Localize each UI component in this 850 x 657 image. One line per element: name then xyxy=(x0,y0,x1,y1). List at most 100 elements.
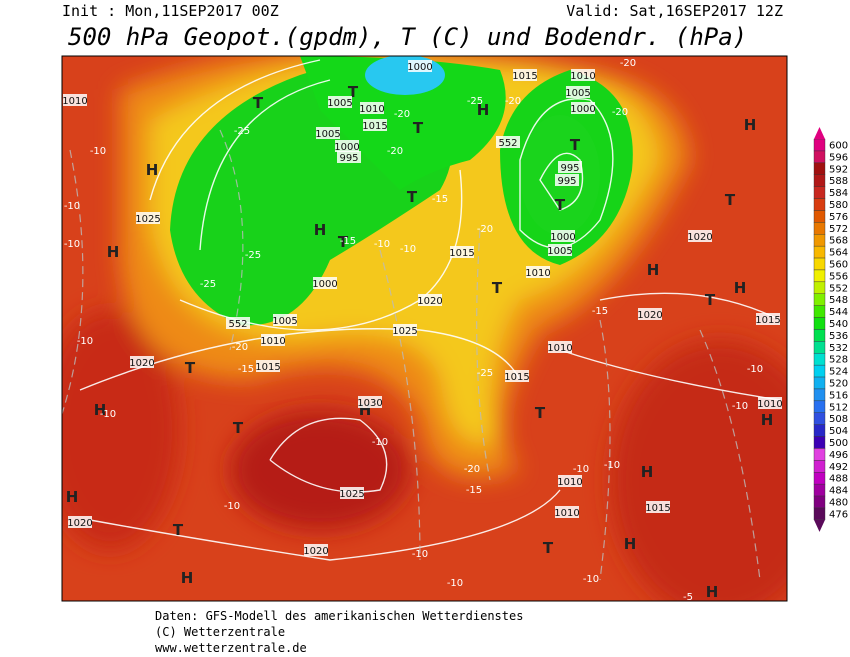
pressure-center: T xyxy=(413,119,424,137)
pressure-center: T xyxy=(253,94,264,112)
colorbar-swatch xyxy=(813,269,826,283)
isobar-label-box xyxy=(555,174,579,186)
isobar-label-box xyxy=(256,360,280,372)
colorbar-swatch xyxy=(813,222,826,235)
isobar-label: 1015 xyxy=(449,248,474,259)
temperature-label: -20 xyxy=(232,342,248,353)
colorbar-label: 492 xyxy=(829,462,848,473)
colorbar-label: 556 xyxy=(829,271,848,282)
isobar-label-box xyxy=(328,96,352,108)
isobar-label: 1010 xyxy=(757,399,782,410)
isobar-label-box xyxy=(638,308,662,320)
colorbar-swatch xyxy=(813,507,826,521)
isobar-label-box xyxy=(688,230,712,242)
pressure-center: H xyxy=(181,569,194,587)
pressure-center: H xyxy=(94,401,107,419)
footer-source: Daten: GFS-Modell des amerikanischen Wet… xyxy=(155,609,523,623)
isobar-label: 1010 xyxy=(557,477,582,488)
pressure-center: T xyxy=(705,291,716,309)
temperature-label: -10 xyxy=(583,574,599,585)
map-frame xyxy=(61,55,788,602)
isobar-label: 995 xyxy=(339,153,358,164)
colorbar-label: 600 xyxy=(829,141,848,152)
pressure-center: H xyxy=(477,101,490,119)
pressure-center: H xyxy=(647,261,660,279)
temperature-label: -10 xyxy=(604,460,620,471)
temperature-label: -10 xyxy=(100,409,116,420)
colorbar-label: 548 xyxy=(829,295,848,306)
colorbar-swatch xyxy=(813,305,826,318)
colorbar-label: 560 xyxy=(829,260,848,271)
colorbar-swatch xyxy=(813,448,826,461)
isobar-label: 1005 xyxy=(547,246,572,257)
isobar-label-box xyxy=(505,370,529,382)
isobar-label-box xyxy=(756,313,780,325)
isobar-label: 1010 xyxy=(570,71,595,82)
isobar-label: 1025 xyxy=(339,489,364,500)
isobar-label-box xyxy=(450,246,474,258)
isobar-label: 1015 xyxy=(255,362,280,373)
pressure-center: T xyxy=(555,196,566,214)
colorbar-swatch xyxy=(813,460,826,473)
colorbar-label: 544 xyxy=(829,307,848,318)
isobar-label-box xyxy=(408,60,432,72)
isobar-label: 1025 xyxy=(135,214,160,225)
temperature-label: -25 xyxy=(477,368,493,379)
isobar-label-box xyxy=(335,140,359,152)
isobar-label: 1000 xyxy=(550,232,575,243)
colorbar-label: 476 xyxy=(829,509,848,520)
isobar-label-box xyxy=(548,244,572,256)
temperature-label: -10 xyxy=(747,364,763,375)
temperature-label: -10 xyxy=(732,401,748,412)
isobar-label-box xyxy=(261,334,285,346)
temperature-label: -5 xyxy=(683,592,693,603)
temperature-label: -15 xyxy=(466,485,482,496)
colorbar-swatch xyxy=(813,364,826,378)
isobar-label-box xyxy=(63,94,87,106)
colorbar-swatch xyxy=(813,245,826,259)
colorbar-label: 572 xyxy=(829,224,848,235)
isobar-label-box xyxy=(566,86,590,98)
footer-url: www.wetterzentrale.de xyxy=(155,641,307,655)
isobar-label: 1000 xyxy=(570,104,595,115)
colorbar-swatch xyxy=(813,376,826,390)
pressure-center: T xyxy=(233,419,244,437)
pressure-center: T xyxy=(348,83,359,101)
colorbar-label: 536 xyxy=(829,331,848,342)
temperature-label: -20 xyxy=(477,224,493,235)
isobar-label-box xyxy=(363,119,387,131)
colorbar-swatch xyxy=(813,162,826,175)
colorbar-swatch xyxy=(813,257,826,271)
map-title: 500 hPa Geopot.(gpdm), T (C) und Bodendr… xyxy=(68,23,747,51)
colorbar-label: 588 xyxy=(829,176,848,187)
pressure-center: H xyxy=(761,411,774,429)
isobar-label-box xyxy=(513,69,537,81)
colorbar-swatch xyxy=(813,400,826,413)
colorbar-swatch xyxy=(813,234,826,247)
colorbar-swatch xyxy=(813,341,826,354)
temperature-label: -10 xyxy=(573,464,589,475)
temperature-label: -10 xyxy=(77,336,93,347)
isobar-label: 552 xyxy=(498,138,517,149)
isobar-label: 1020 xyxy=(303,546,328,557)
colorbar-label: 532 xyxy=(829,343,848,354)
isobar-label-box xyxy=(304,544,328,556)
colorbar-swatch xyxy=(813,210,826,223)
isobar-label-box xyxy=(360,102,384,114)
pressure-center: H xyxy=(706,583,719,601)
temperature-label: -20 xyxy=(394,109,410,120)
colorbar-label: 504 xyxy=(829,426,848,437)
colorbar-swatch xyxy=(813,388,826,402)
isobar-label: 1010 xyxy=(62,96,87,107)
isobar-label: 1015 xyxy=(755,315,780,326)
isobar-label: 1005 xyxy=(327,98,352,109)
isobar-label-box xyxy=(558,475,582,487)
isobar-label: 1010 xyxy=(554,508,579,519)
isobar-label: 1020 xyxy=(687,232,712,243)
temperature-label: -15 xyxy=(238,364,254,375)
isobar-label-box xyxy=(758,397,782,409)
colorbar-label: 568 xyxy=(829,236,848,247)
colorbar-label: 564 xyxy=(829,248,848,259)
colorbar-label: 576 xyxy=(829,212,848,223)
